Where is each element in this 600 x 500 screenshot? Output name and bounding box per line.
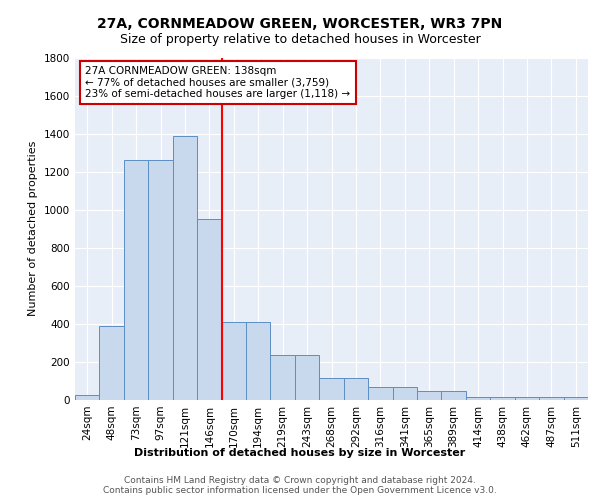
Text: 27A, CORNMEADOW GREEN, WORCESTER, WR3 7PN: 27A, CORNMEADOW GREEN, WORCESTER, WR3 7P… [97, 18, 503, 32]
Bar [466, 396, 490, 400]
Bar [148, 160, 173, 400]
Bar [246, 322, 271, 400]
Bar [221, 322, 246, 400]
Bar [319, 378, 344, 400]
Bar [295, 356, 319, 400]
Bar [515, 396, 539, 400]
Bar [124, 160, 148, 400]
Y-axis label: Number of detached properties: Number of detached properties [28, 141, 38, 316]
Bar [392, 386, 417, 400]
Bar [417, 392, 442, 400]
Text: Distribution of detached houses by size in Worcester: Distribution of detached houses by size … [134, 448, 466, 458]
Text: Size of property relative to detached houses in Worcester: Size of property relative to detached ho… [119, 32, 481, 46]
Bar [173, 136, 197, 400]
Bar [490, 396, 515, 400]
Bar [75, 394, 100, 400]
Bar [271, 356, 295, 400]
Bar [100, 326, 124, 400]
Text: Contains HM Land Registry data © Crown copyright and database right 2024.
Contai: Contains HM Land Registry data © Crown c… [103, 476, 497, 496]
Bar [442, 392, 466, 400]
Bar [563, 397, 588, 400]
Bar [539, 397, 563, 400]
Bar [368, 386, 392, 400]
Bar [197, 219, 221, 400]
Text: 27A CORNMEADOW GREEN: 138sqm
← 77% of detached houses are smaller (3,759)
23% of: 27A CORNMEADOW GREEN: 138sqm ← 77% of de… [85, 66, 350, 100]
Bar [344, 378, 368, 400]
